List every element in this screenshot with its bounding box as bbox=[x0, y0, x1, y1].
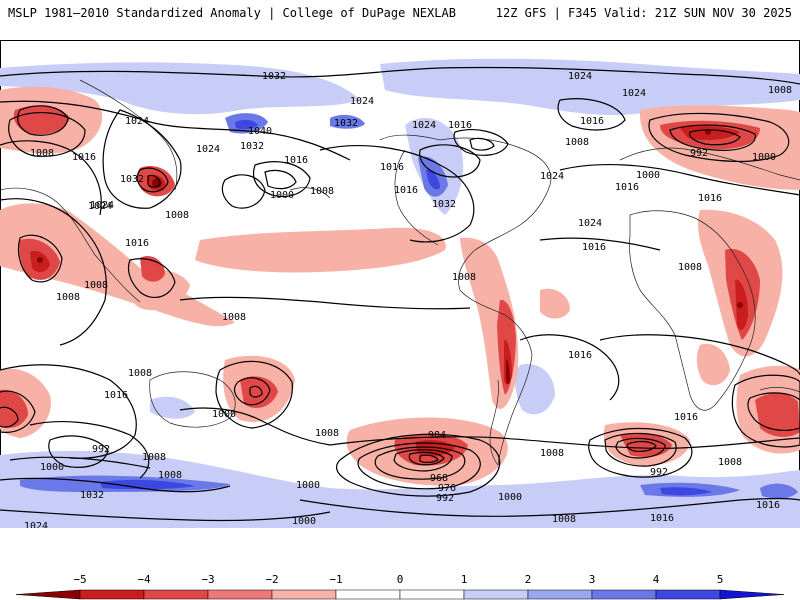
isobar-label: 1008 bbox=[310, 186, 334, 197]
isobar-label: 1040 bbox=[248, 126, 272, 137]
isobar-label: 1016 bbox=[568, 350, 592, 361]
isobar-label: 992 bbox=[690, 148, 708, 159]
colorbar-segment bbox=[271, 589, 337, 600]
colorbar-segment bbox=[591, 589, 657, 600]
isobar-label: 992 bbox=[436, 493, 454, 504]
colorbar-segment bbox=[79, 589, 145, 600]
colorbar-segment bbox=[143, 589, 209, 600]
isobar-label: 1032 bbox=[240, 141, 264, 152]
isobar-label: 1008 bbox=[165, 210, 189, 221]
isobar-label: 1008 bbox=[718, 457, 742, 468]
isobar-label: 1016 bbox=[448, 120, 472, 131]
isobar-contours bbox=[0, 66, 800, 522]
colorbar-tick-label: −3 bbox=[201, 573, 214, 586]
isobar-label: 1024 bbox=[540, 171, 564, 182]
isobar-label: 1016 bbox=[380, 162, 404, 173]
isobar-label: 1016 bbox=[698, 193, 722, 204]
isobar-label: 1024 bbox=[24, 521, 48, 528]
colorbar: −5 −4 −3 −2 −1 0 1 2 3 4 5 bbox=[15, 573, 785, 600]
colorbar-segment bbox=[719, 589, 785, 600]
isobar-label: 1024 bbox=[196, 144, 220, 155]
isobar-label: 1000 bbox=[270, 190, 294, 201]
isobar-label: 992 bbox=[92, 444, 110, 455]
isobar-label: 1024 bbox=[88, 201, 112, 212]
colorbar-tick-label: 1 bbox=[461, 573, 468, 586]
colorbar-segment bbox=[15, 589, 81, 600]
colorbar-tick-label: −5 bbox=[73, 573, 86, 586]
colorbar-tick-label: 0 bbox=[397, 573, 404, 586]
colorbar-tick-label: −4 bbox=[137, 573, 151, 586]
colorbar-segment bbox=[655, 589, 721, 600]
colorbar-tick-label: −1 bbox=[329, 573, 342, 586]
colorbar-tick-labels: −5 −4 −3 −2 −1 0 1 2 3 4 5 bbox=[73, 573, 723, 586]
isobar-label: 1008 bbox=[768, 85, 792, 96]
isobar-label: 1000 bbox=[292, 516, 316, 527]
isobar-label: 1008 bbox=[158, 470, 182, 481]
positive-anomaly-peaks bbox=[100, 119, 712, 496]
isobar-label: 1016 bbox=[582, 242, 606, 253]
isobar-label: 1032 bbox=[334, 118, 358, 129]
map-title: MSLP 1981–2010 Standardized Anomaly | Co… bbox=[8, 6, 456, 20]
isobar-label: 1008 bbox=[142, 452, 166, 463]
isobar-label: 1008 bbox=[540, 448, 564, 459]
isobar-label: 1008 bbox=[452, 272, 476, 283]
isobar-label: 1016 bbox=[580, 116, 604, 127]
isobar-label: 1024 bbox=[568, 71, 592, 82]
colorbar-segment bbox=[463, 589, 529, 600]
isobar-label: 1016 bbox=[756, 500, 780, 511]
isobar-label: 1016 bbox=[125, 238, 149, 249]
colorbar-tick-label: 2 bbox=[525, 573, 532, 586]
colorbar-tick-label: 4 bbox=[653, 573, 660, 586]
isobar-label: 1024 bbox=[412, 120, 436, 131]
colorbar-segment bbox=[527, 589, 593, 600]
colorbar-segment bbox=[399, 589, 465, 600]
isobar-label: 1000 bbox=[296, 480, 320, 491]
isobar-label: 1016 bbox=[615, 182, 639, 193]
isobar-label: 1032 bbox=[262, 71, 286, 82]
isobar-label: 1016 bbox=[674, 412, 698, 423]
isobar-label: 1024 bbox=[90, 200, 114, 211]
colorbar-tick-label: 5 bbox=[717, 573, 724, 586]
anomaly-map: 1032 1024 1024 1024 1024 1016 1016 1008 … bbox=[0, 40, 800, 528]
isobar-label: 1032 bbox=[432, 199, 456, 210]
isobar-label: 1024 bbox=[125, 116, 149, 127]
isobar-label: 1024 bbox=[578, 218, 602, 229]
isobar-label: 1008 bbox=[315, 428, 339, 439]
isobar-label: 1000 bbox=[212, 409, 236, 420]
isobar-label: 1008 bbox=[222, 312, 246, 323]
positive-anomaly-regions bbox=[0, 58, 800, 528]
isobar-label: 976 bbox=[438, 483, 456, 494]
isobar-label: 1016 bbox=[284, 155, 308, 166]
isobar-label: 1000 bbox=[636, 170, 660, 181]
colorbar-segments bbox=[15, 589, 785, 600]
isobar-label: 1016 bbox=[104, 390, 128, 401]
isobar-label: 1008 bbox=[552, 514, 576, 525]
isobar-label: 1008 bbox=[678, 262, 702, 273]
isobar-label: 1008 bbox=[56, 292, 80, 303]
isobar-label: 1008 bbox=[565, 137, 589, 148]
isobar-label: 1008 bbox=[84, 280, 108, 291]
isobar-label: 1016 bbox=[394, 185, 418, 196]
isobar-label: 984 bbox=[428, 430, 446, 441]
colorbar-tick-label: −2 bbox=[265, 573, 278, 586]
model-valid-time: 12Z GFS | F345 Valid: 21Z SUN NOV 30 202… bbox=[495, 6, 792, 20]
colorbar-tick-label: 3 bbox=[589, 573, 596, 586]
isobar-label: 1016 bbox=[650, 513, 674, 524]
isobar-label: 1016 bbox=[72, 152, 96, 163]
isobar-label: 1000 bbox=[752, 152, 776, 163]
isobar-label: 1032 bbox=[120, 174, 144, 185]
isobar-label: 1008 bbox=[30, 148, 54, 159]
isobar-label: 968 bbox=[430, 473, 448, 484]
isobar-label: 1024 bbox=[622, 88, 646, 99]
isobar-label: 1000 bbox=[40, 462, 64, 473]
isobar-label: 1024 bbox=[350, 96, 374, 107]
colorbar-segment bbox=[335, 589, 401, 600]
isobar-label: 1008 bbox=[128, 368, 152, 379]
isobar-labels: 1032 1024 1024 1024 1024 1016 1016 1008 … bbox=[24, 71, 792, 528]
colorbar-segment bbox=[207, 589, 273, 600]
isobar-label: 1000 bbox=[498, 492, 522, 503]
isobar-label: 992 bbox=[650, 467, 668, 478]
isobar-label: 1032 bbox=[80, 490, 104, 501]
